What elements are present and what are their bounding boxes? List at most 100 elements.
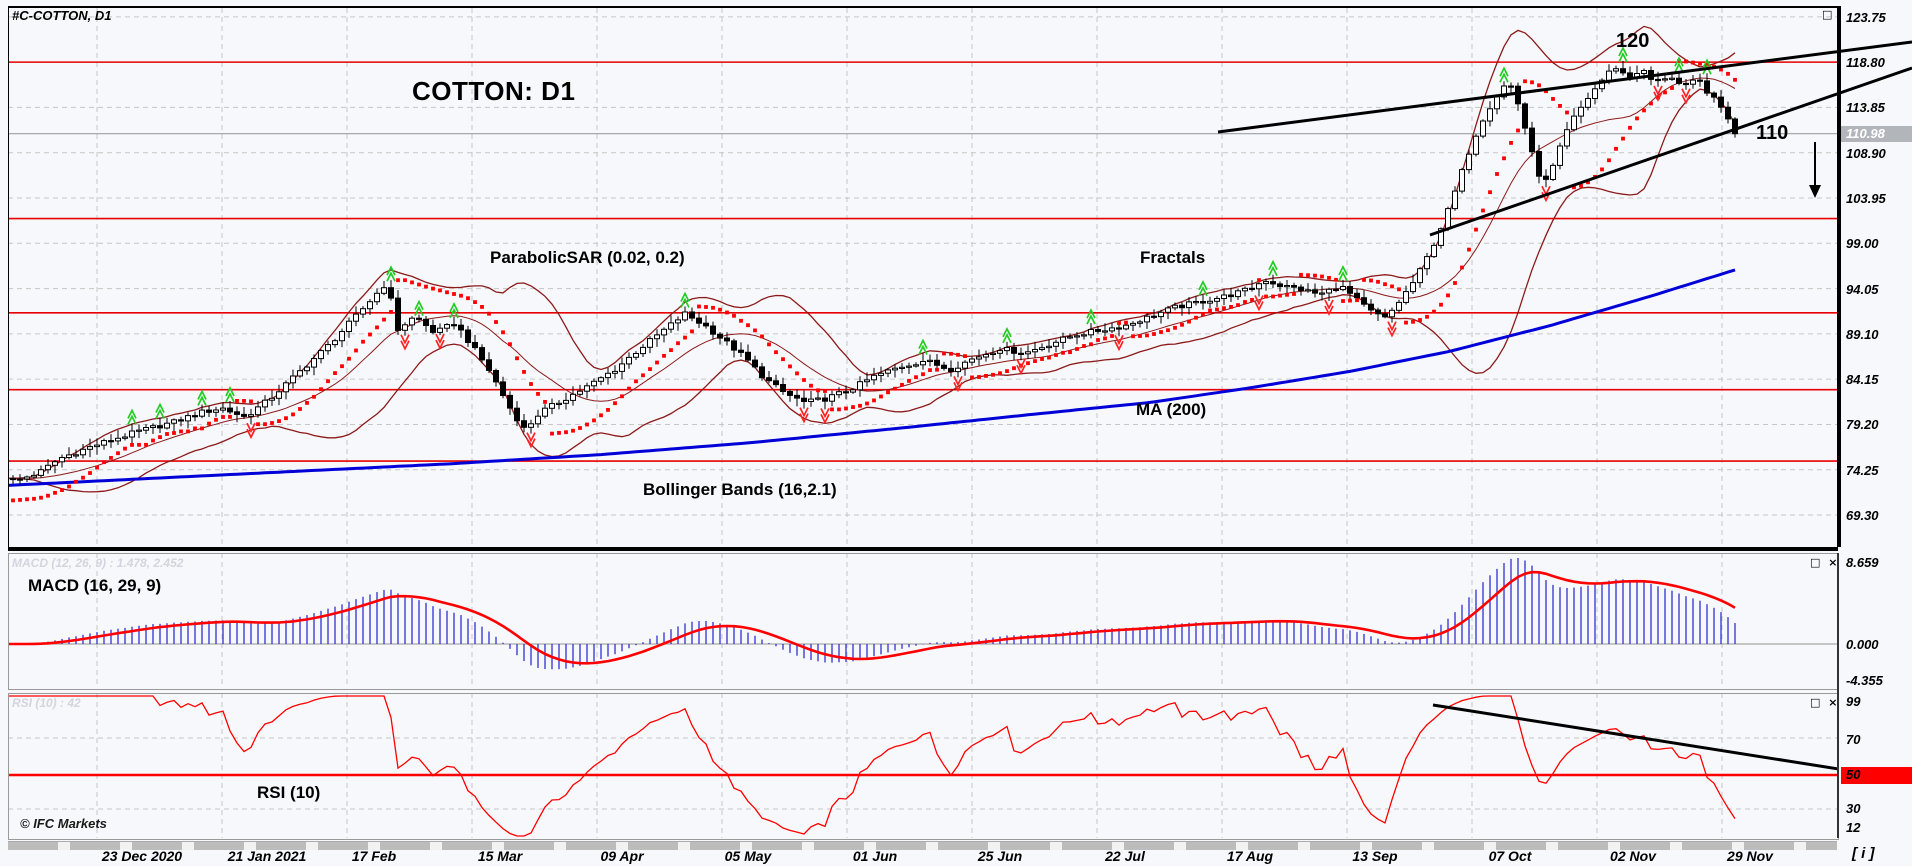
macd-tick: 0.000 [1846, 637, 1879, 652]
macd-label: MACD (16, 29, 9) [28, 576, 162, 595]
horizontal-scrollbar[interactable] [8, 841, 1837, 850]
price-tick: 74.25 [1846, 462, 1879, 478]
price-tick: 123.75 [1846, 9, 1886, 25]
fractal-down-icon [953, 376, 963, 393]
price-tick: 103.95 [1846, 191, 1886, 206]
price-tick: 84.15 [1846, 372, 1879, 388]
rsi-panel [8, 693, 1837, 838]
date-label: 02 Nov [1610, 848, 1656, 864]
rsi-trendline [1432, 703, 1837, 771]
date-label: 21 Jan 2021 [227, 848, 307, 864]
price-tick: 118.80 [1846, 55, 1885, 71]
rsi-tick: 12 [1846, 820, 1861, 835]
fractal-up-icon [680, 291, 690, 308]
price-tick: 89.10 [1846, 326, 1879, 342]
ma200-line [8, 268, 1736, 487]
macd-signal-line [8, 570, 1736, 665]
price-tick: 79.20 [1846, 417, 1879, 433]
macd-tick: -4.355 [1846, 673, 1883, 688]
fractal-up-icon [1618, 46, 1628, 63]
price-tick: 113.85 [1846, 100, 1885, 116]
fractal-up-icon [1338, 265, 1348, 282]
candles [8, 61, 1738, 485]
fractal-down-icon [400, 334, 410, 351]
current-price-badge: 110.98 [1841, 125, 1912, 142]
fractal-down-icon [1653, 85, 1663, 102]
down-arrow-annotation [1809, 142, 1821, 198]
time-axis-tool-icon[interactable]: [ i ] [1852, 845, 1875, 862]
fractal-up-icon [1499, 66, 1509, 83]
rsi-panel-icons[interactable]: □ × [1810, 696, 1840, 709]
rsi-50-badge: 50 [1841, 767, 1912, 784]
fractal-down-icon [1387, 321, 1397, 338]
bollinger-label: Bollinger Bands (16,2.1) [643, 480, 837, 499]
date-label: 29 Nov [1727, 848, 1773, 864]
date-label: 09 Apr [600, 848, 644, 864]
price-tick: 99.00 [1846, 236, 1879, 252]
fractal-up-icon [197, 389, 207, 406]
parabolic-sar-dots [11, 59, 1737, 503]
date-label: 01 Jun [852, 848, 898, 864]
fractal-down-icon [1114, 334, 1124, 352]
fractal-down-icon [526, 432, 536, 449]
trendline [1217, 40, 1912, 134]
price-tick: 69.30 [1846, 508, 1879, 524]
date-label: 17 Feb [351, 848, 397, 864]
fractal-up-icon [127, 408, 137, 425]
rsi-tick: 70 [1846, 732, 1861, 747]
fractal-up-icon [1702, 58, 1712, 75]
fractal-down-icon [799, 407, 809, 424]
macd-tick: 8.659 [1846, 555, 1879, 570]
macd-histogram [12, 558, 1736, 670]
date-label: 22 Jul [1105, 848, 1145, 864]
fractal-down-icon [1681, 88, 1691, 105]
rsi-label: RSI (10) [257, 783, 321, 802]
copyright-label: © IFC Markets [20, 816, 107, 831]
chart-title: COTTON: D1 [412, 76, 576, 106]
fractal-up-icon [155, 402, 165, 419]
macd-watermark: MACD (12, 26, 9) : 1.478, 2.452 [12, 556, 184, 570]
price-tick: 94.05 [1846, 281, 1879, 297]
rsi-watermark: RSI (10) : 42 [12, 696, 81, 710]
macd-panel [8, 553, 1837, 688]
parabolicsar-label: ParabolicSAR (0.02, 0.2) [490, 248, 685, 267]
fractal-up-icon [1268, 259, 1278, 277]
date-label: 13 Sep [1352, 848, 1398, 864]
rsi-tick: 99 [1846, 694, 1861, 709]
instrument-label: #C-COTTON, D1 [12, 8, 112, 23]
fractal-up-icon [1086, 308, 1096, 325]
date-label: 05 May [724, 848, 772, 864]
rsi-line [8, 695, 1736, 837]
bollinger-middle [8, 77, 1736, 480]
date-label: 25 Jun [977, 848, 1023, 864]
fractal-arrows [127, 46, 1712, 449]
fractal-up-icon [225, 386, 235, 403]
bollinger-lower [8, 88, 1736, 493]
fractal-down-icon [1016, 358, 1026, 376]
fractal-up-icon [414, 299, 424, 316]
annotation-110: 110 [1756, 122, 1789, 144]
fractal-down-icon [820, 408, 830, 425]
macd-panel-icons[interactable]: □ × [1810, 556, 1840, 569]
ma200-label: MA (200) [1136, 400, 1207, 419]
rsi-tick: 30 [1846, 801, 1861, 816]
date-label: 23 Dec 2020 [101, 848, 183, 864]
fractal-up-icon [386, 265, 396, 282]
fractal-down-icon [1324, 299, 1334, 316]
fractal-up-icon [1198, 279, 1208, 297]
price-tick: 108.90 [1846, 145, 1886, 161]
fractal-down-icon [246, 422, 256, 440]
main-panel [8, 8, 1837, 545]
fractal-up-icon [449, 301, 459, 319]
fractals-label: Fractals [1140, 248, 1206, 267]
main-panel-restore-icon[interactable]: □ [1822, 8, 1835, 21]
fractal-down-icon [1254, 295, 1264, 312]
date-label: 15 Mar [477, 848, 523, 864]
trendline [1429, 66, 1912, 237]
annotation-120: 120 [1616, 30, 1650, 52]
fractal-up-icon [1674, 56, 1684, 73]
fractal-up-icon [918, 338, 928, 355]
date-label: 07 Oct [1488, 848, 1532, 864]
